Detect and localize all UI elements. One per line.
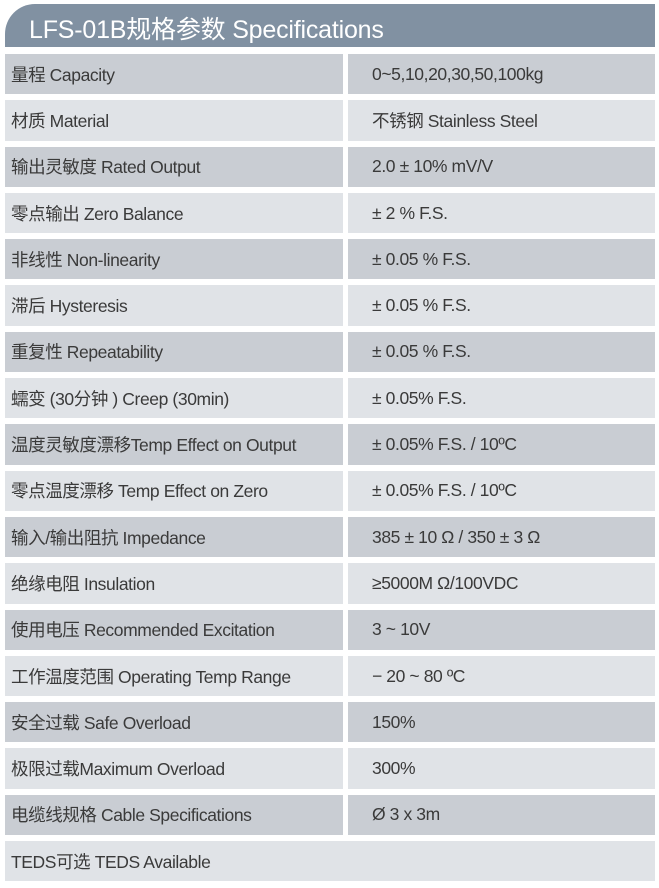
spec-value: ± 0.05% F.S. / 10ºC: [348, 470, 655, 511]
spec-row: 极限过载Maximum Overload 300%: [5, 748, 655, 789]
spec-label: 重复性 Repeatability: [5, 331, 343, 373]
spec-label: 工作温度范围 Operating Temp Range: [5, 655, 343, 697]
spec-row: 零点输出 Zero Balance ± 2 % F.S.: [5, 192, 655, 234]
spec-label: 使用电压 Recommended Excitation: [5, 609, 343, 650]
spec-row: 绝缘电阻 Insulation ≥5000M Ω/100VDC: [5, 563, 655, 604]
spec-value: 385 ± 10 Ω / 350 ± 3 Ω: [348, 516, 655, 558]
spec-value: 300%: [348, 748, 655, 789]
spec-label: 温度灵敏度漂移Temp Effect on Output: [5, 424, 343, 465]
spec-value: ± 0.05% F.S. / 10ºC: [348, 424, 655, 465]
spec-label: 零点温度漂移 Temp Effect on Zero: [5, 470, 343, 511]
spec-value: ± 0.05 % F.S.: [348, 285, 655, 326]
spec-label: 电缆线规格 Cable Specifications: [5, 794, 343, 836]
spec-label: 零点输出 Zero Balance: [5, 192, 343, 234]
spec-label: 量程 Capacity: [5, 54, 343, 95]
spec-row: 非线性 Non-linearity ± 0.05 % F.S.: [5, 239, 655, 280]
spec-title: LFS-01B规格参数 Specifications: [29, 16, 384, 44]
spec-value: ± 0.05 % F.S.: [348, 239, 655, 280]
spec-label: 材质 Material: [5, 100, 343, 141]
spec-row: 滞后 Hysteresis ± 0.05 % F.S.: [5, 285, 655, 326]
spec-value: 2.0 ± 10% mV/V: [348, 146, 655, 187]
spec-row: 输入/输出阻抗 Impedance 385 ± 10 Ω / 350 ± 3 Ω: [5, 516, 655, 558]
spec-value: ± 2 % F.S.: [348, 192, 655, 234]
spec-label: 极限过载Maximum Overload: [5, 748, 343, 789]
spec-row: 蠕变 (30分钟 ) Creep (30min) ± 0.05% F.S.: [5, 378, 655, 419]
spec-value: ≥5000M Ω/100VDC: [348, 563, 655, 604]
spec-value: ± 0.05% F.S.: [348, 378, 655, 419]
spec-row: 零点温度漂移 Temp Effect on Zero ± 0.05% F.S. /…: [5, 470, 655, 511]
spec-value: 不锈钢 Stainless Steel: [348, 100, 655, 141]
spec-label: TEDS可选 TEDS Available: [5, 841, 655, 882]
spec-label: 绝缘电阻 Insulation: [5, 563, 343, 604]
spec-label: 蠕变 (30分钟 ) Creep (30min): [5, 378, 343, 419]
spec-value: 0~5,10,20,30,50,100kg: [348, 54, 655, 95]
spec-row: 电缆线规格 Cable Specifications Ø 3 x 3m: [5, 794, 655, 836]
spec-row: 温度灵敏度漂移Temp Effect on Output ± 0.05% F.S.…: [5, 424, 655, 465]
spec-table: 量程 Capacity 0~5,10,20,30,50,100kg 材质 Mater…: [5, 54, 655, 882]
spec-header: LFS-01B规格参数 Specifications: [5, 4, 655, 47]
spec-row: 安全过载 Safe Overload 150%: [5, 702, 655, 743]
spec-row: 输出灵敏度 Rated Output 2.0 ± 10% mV/V: [5, 146, 655, 187]
spec-row: 工作温度范围 Operating Temp Range − 20 ~ 80 ºC: [5, 655, 655, 697]
spec-value: 150%: [348, 702, 655, 743]
spec-value: 3 ~ 10V: [348, 609, 655, 650]
spec-value: − 20 ~ 80 ºC: [348, 655, 655, 697]
spec-row: 量程 Capacity 0~5,10,20,30,50,100kg: [5, 54, 655, 95]
spec-label: 滞后 Hysteresis: [5, 285, 343, 326]
spec-label: 输入/输出阻抗 Impedance: [5, 516, 343, 558]
spec-row: TEDS可选 TEDS Available: [5, 841, 655, 882]
spec-row: 使用电压 Recommended Excitation 3 ~ 10V: [5, 609, 655, 650]
spec-label: 输出灵敏度 Rated Output: [5, 146, 343, 187]
spec-value: ± 0.05 % F.S.: [348, 331, 655, 373]
spec-value: Ø 3 x 3m: [348, 794, 655, 836]
spec-label: 非线性 Non-linearity: [5, 239, 343, 280]
spec-label: 安全过载 Safe Overload: [5, 702, 343, 743]
spec-row: 重复性 Repeatability ± 0.05 % F.S.: [5, 331, 655, 373]
spec-row: 材质 Material 不锈钢 Stainless Steel: [5, 100, 655, 141]
